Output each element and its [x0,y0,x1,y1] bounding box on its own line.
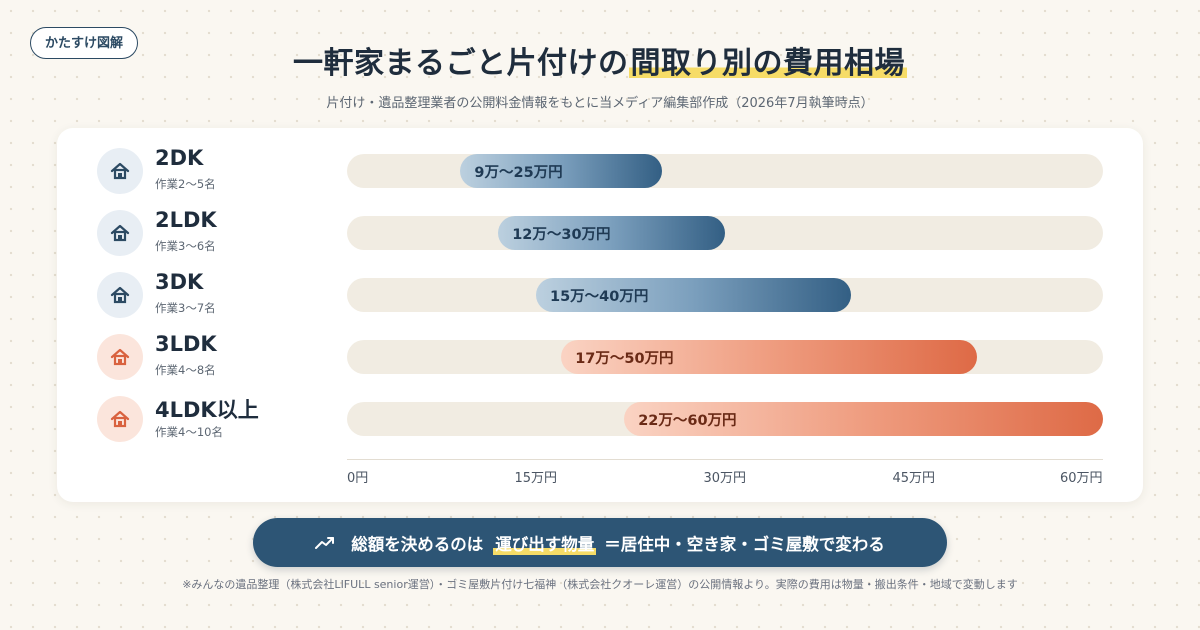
row-sublabel: 作業2〜5名 [155,177,216,191]
x-tick-label: 0円 [347,471,369,486]
range-label: 15万〜40万円 [550,288,649,305]
footnote: ※みんなの遺品整理（株式会社LIFULL senior運営）・ゴミ屋敷片付け七福… [182,578,1018,591]
title-highlight: 間取り別の費用相場 [628,46,907,81]
range-label: 12万〜30万円 [512,226,611,243]
range-bar: 9万〜25万円 [460,154,662,188]
house-icon [97,210,143,256]
bar-track: 9万〜25万円 [347,154,1103,188]
page-subtitle: 片付け・遺品整理業者の公開料金情報をもとに当メディア編集部作成（2026年7月執… [326,96,874,111]
row-sublabel: 作業3〜6名 [155,239,216,253]
range-bar: 17万〜50万円 [561,340,977,374]
house-icon [97,272,143,318]
bar-track: 22万〜60万円 [347,402,1103,436]
row-sublabel: 作業3〜7名 [155,301,216,315]
x-tick-label: 45万円 [892,471,936,486]
trend-up-icon [315,536,335,549]
range-bar: 22万〜60万円 [624,402,1103,436]
chart-card: 2DK 作業2〜5名 9万〜25万円 2LDK 作業3〜6名 12万〜30万円 3DK 作業3… [57,128,1143,502]
chart-row: 2DK 作業2〜5名 9万〜25万円 [57,142,1143,202]
chart-row: 2LDK 作業3〜6名 12万〜30万円 [57,204,1143,264]
x-tick-label: 60万円 [1060,471,1103,486]
range-bar: 15万〜40万円 [536,278,851,312]
row-label: 4LDK以上 [155,398,259,422]
chart-row: 4LDK以上作業4〜10名 22万〜60万円 [57,390,1143,450]
house-icon [97,334,143,380]
chart-row: 3DK 作業3〜7名 15万〜40万円 [57,266,1143,326]
callout-suffix: ＝居住中・空き家・ゴミ屋敷で変わる [604,534,885,554]
page-title: 一軒家まるごと片付けの間取り別の費用相場 [0,38,1200,82]
range-bar: 12万〜30万円 [498,216,725,250]
summary-callout: 総額を決めるのは 運び出す物量 ＝居住中・空き家・ゴミ屋敷で変わる [253,518,947,567]
house-icon [97,148,143,194]
row-label: 2LDK [155,208,217,232]
range-label: 17万〜50万円 [575,350,674,367]
bar-track: 17万〜50万円 [347,340,1103,374]
house-icon [97,396,143,442]
bar-track: 12万〜30万円 [347,216,1103,250]
title-prefix: 一軒家まるごと片付けの [293,46,629,81]
chart-row: 3LDK 作業4〜8名 17万〜50万円 [57,328,1143,388]
range-label: 22万〜60万円 [638,412,737,429]
row-label: 3DK [155,270,204,294]
row-label: 2DK [155,146,204,170]
x-tick-label: 15万円 [514,471,558,486]
callout-prefix: 総額を決めるのは [351,534,484,554]
range-label: 9万〜25万円 [474,164,563,181]
row-label: 3LDK [155,332,217,356]
x-axis-line [347,459,1103,460]
row-sublabel: 作業4〜8名 [155,363,216,377]
bar-track: 15万〜40万円 [347,278,1103,312]
row-sublabel: 作業4〜10名 [155,425,223,439]
brand-badge: かたすけ図解 [30,27,139,59]
x-tick-label: 30万円 [703,471,747,486]
callout-emphasis: 運び出す物量 [493,530,597,555]
